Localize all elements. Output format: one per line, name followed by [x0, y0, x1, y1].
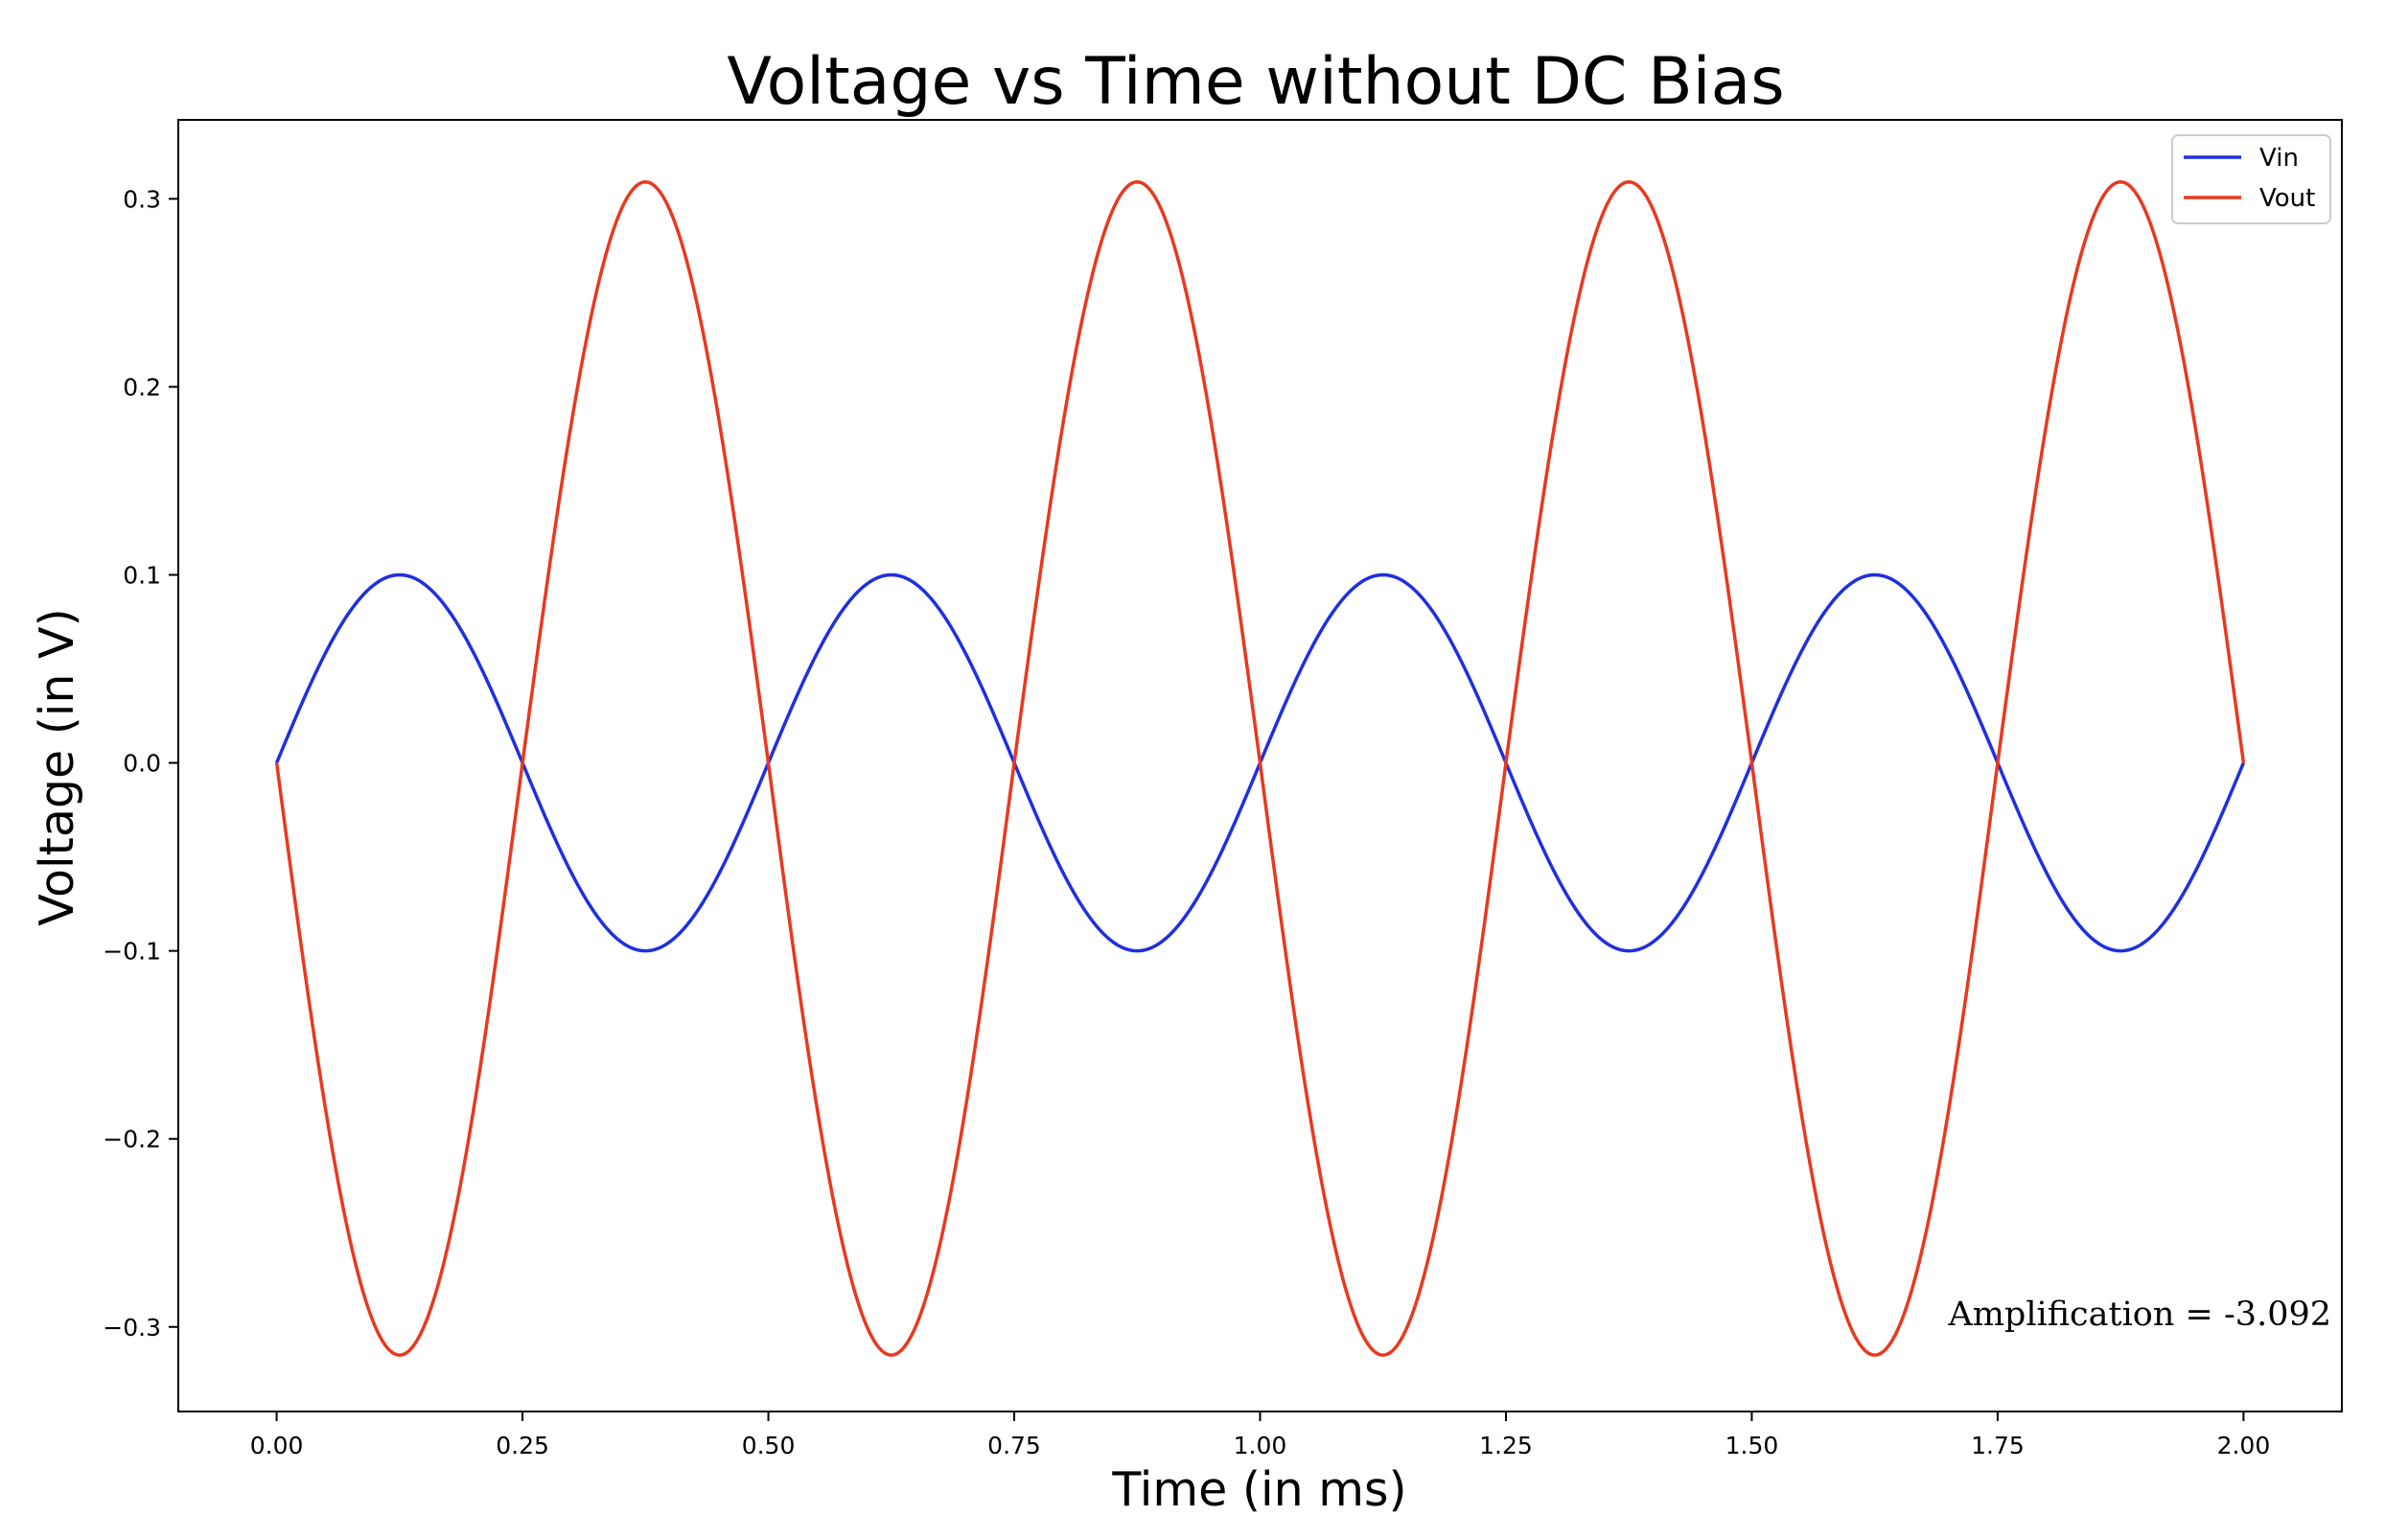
amplification-annotation: Amplification = -3.092 — [1947, 1295, 2331, 1334]
x-tick-label: 1.50 — [1725, 1432, 1779, 1459]
y-tick-label: −0.3 — [103, 1314, 161, 1342]
x-tick-label: 0.75 — [987, 1432, 1041, 1459]
y-axis-ticks: −0.3 −0.2 −0.1 0.0 0.1 0.2 0.3 — [103, 185, 178, 1342]
chart-title: Voltage vs Time without DC Bias — [727, 44, 1784, 120]
y-tick-label: −0.1 — [103, 938, 161, 966]
x-axis-ticks: 0.00 0.25 0.50 0.75 1.00 1.25 1.50 1.75 2.00 — [250, 1412, 2270, 1459]
y-tick-label: 0.3 — [123, 185, 161, 213]
series-line-vout — [274, 179, 2246, 1357]
x-tick-label: 2.00 — [2217, 1432, 2271, 1459]
y-tick-label: 0.0 — [123, 750, 161, 778]
x-tick-label: 1.25 — [1479, 1432, 1533, 1459]
legend: Vin Vout — [2171, 134, 2331, 224]
x-tick-label: 1.00 — [1234, 1432, 1287, 1459]
x-tick-label: 0.50 — [742, 1432, 796, 1459]
y-tick-label: 0.1 — [123, 561, 161, 589]
plot-lines — [274, 179, 2246, 1357]
legend-label-vout: Vout — [2259, 184, 2315, 213]
y-axis-label: Voltage (in V) — [30, 608, 84, 925]
y-tick-label: 0.2 — [123, 373, 161, 401]
x-tick-label: 1.75 — [1971, 1432, 2025, 1459]
x-tick-label: 0.00 — [250, 1432, 304, 1459]
y-tick-label: −0.2 — [103, 1126, 161, 1154]
x-axis-label: Time (in ms) — [1111, 1462, 1406, 1517]
legend-label-vin: Vin — [2259, 144, 2299, 173]
x-tick-label: 0.25 — [496, 1432, 549, 1459]
